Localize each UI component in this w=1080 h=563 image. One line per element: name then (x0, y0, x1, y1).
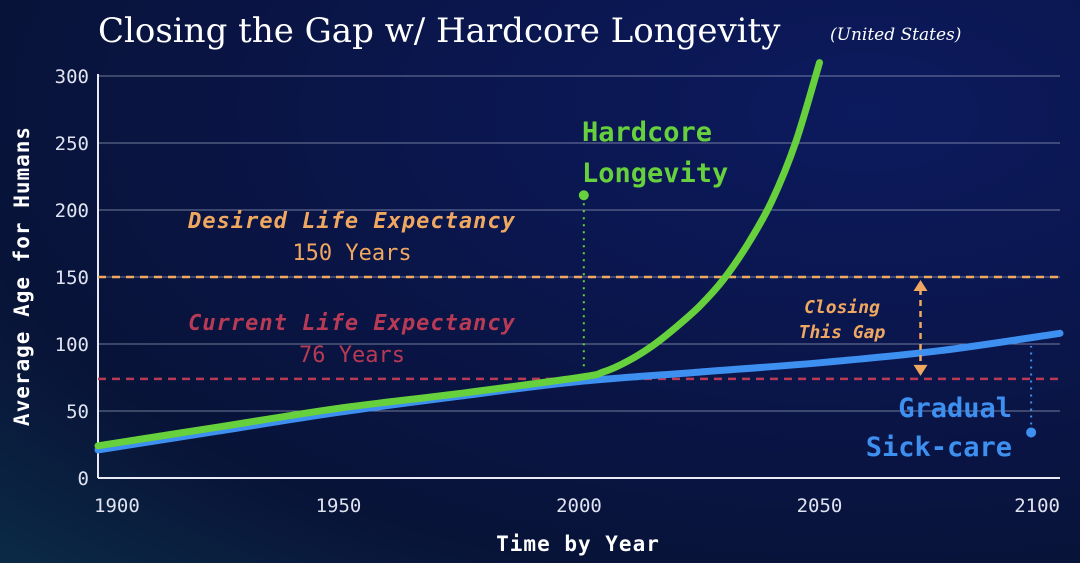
x-tick-label: 2100 (1014, 495, 1060, 517)
chart-title: Closing the Gap w/ Hardcore Longevity (98, 11, 781, 51)
y-tick-label: 150 (55, 267, 89, 289)
y-axis-title: Average Age for Humans (10, 126, 34, 426)
y-tick-label: 250 (55, 133, 89, 155)
y-tick-label: 300 (55, 66, 89, 88)
y-tick-label: 100 (55, 334, 89, 356)
y-tick-label: 50 (66, 401, 89, 423)
gridlines (98, 75, 1060, 412)
series-line-hardcore-longevity (94, 59, 823, 450)
x-tick-label: 2000 (556, 495, 602, 517)
x-tick-label: 1900 (94, 495, 140, 517)
gap-arrow (913, 280, 928, 376)
x-axis-title: Time by Year (496, 532, 660, 556)
desired-life-expectancy-value: 150 Years (292, 241, 411, 266)
desired-life-expectancy-label: Desired Life Expectancy (187, 209, 516, 234)
chart-subtitle: (United States) (830, 25, 961, 45)
closing-gap-label-line1: Closing (804, 297, 880, 318)
x-tick-labels: 1900 1950 2000 2050 2100 (94, 495, 1060, 517)
current-life-expectancy-value: 76 Years (299, 343, 405, 368)
gap-arrow-head-up (913, 280, 928, 291)
x-tick-label: 1950 (316, 495, 362, 517)
hardcore-label-line2: Longevity (582, 158, 728, 189)
y-tick-labels: 0 50 100 150 200 250 300 (55, 66, 89, 490)
y-tick-label: 200 (55, 200, 89, 222)
y-tick-label: 0 (78, 468, 89, 490)
closing-gap-label-line2: This Gap (799, 322, 886, 343)
gradual-label-line1: Gradual (898, 393, 1012, 424)
hardcore-label-dot (578, 190, 589, 201)
current-life-expectancy-label: Current Life Expectancy (188, 311, 516, 336)
x-tick-label: 2050 (797, 495, 843, 517)
gradual-label-line2: Sick-care (866, 432, 1012, 463)
gap-arrow-head-down (913, 364, 928, 376)
hardcore-label-line1: Hardcore (582, 117, 712, 148)
series-line-gradual-sick-care (94, 329, 1064, 454)
gradual-label-dot (1026, 427, 1037, 438)
